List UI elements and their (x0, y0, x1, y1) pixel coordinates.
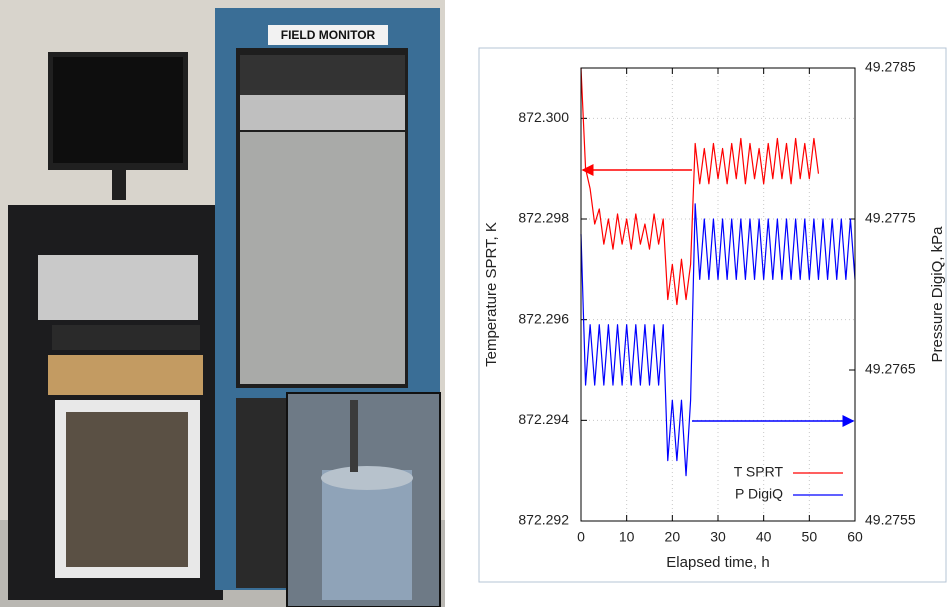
x-tick-label: 10 (619, 529, 635, 545)
y-tick-label: 872.298 (518, 210, 569, 226)
photo-power-supply (240, 55, 405, 95)
legend-label: P DigiQ (735, 486, 783, 502)
photo-fridge-window (66, 412, 188, 567)
photo-inset-vessel (322, 470, 412, 600)
data-line (580, 67, 820, 306)
y-axis-title: Temperature SPRT, K (483, 222, 500, 367)
photo-label: FIELD MONITOR (281, 28, 376, 42)
photo: FIELD MONITOR (0, 0, 445, 608)
x-tick-label: 40 (756, 529, 772, 545)
y2-tick-label: 49.2775 (865, 210, 916, 226)
y2-tick-label: 49.2765 (865, 361, 916, 377)
photo-label-plate (268, 25, 388, 45)
y-tick-label: 872.296 (518, 310, 569, 326)
y-tick-label: 872.300 (518, 109, 569, 125)
photo-monitor-stand (112, 170, 126, 200)
legend-label: T SPRT (734, 464, 784, 480)
x-tick-label: 50 (802, 529, 818, 545)
x-tick-label: 0 (577, 529, 585, 545)
chart-panel (478, 47, 947, 583)
x-tick-label: 60 (847, 529, 863, 545)
x-axis-title: Elapsed time, h (666, 554, 769, 571)
photo-keyboard (52, 325, 200, 350)
chart: 0 10 20 30 40 50 60 872.292 872.294 872.296 872.29… (483, 59, 946, 571)
plot-frame (580, 67, 856, 522)
y2-tick-label: 49.2785 (865, 59, 916, 75)
x-tick-label: 30 (710, 529, 726, 545)
y2-axis-title: Pressure DigiQ, kPa (929, 226, 946, 363)
photo-instrument (240, 95, 405, 130)
data-line (580, 203, 856, 477)
photo-inset-stem (350, 400, 358, 472)
y2-tick-label: 49.2755 (865, 512, 916, 528)
photo-panel (240, 132, 405, 384)
y-tick-label: 872.292 (518, 512, 569, 528)
photo-computer (38, 255, 198, 320)
x-tick-label: 20 (665, 529, 681, 545)
photo-screen (53, 57, 183, 163)
y-tick-label: 872.294 (518, 411, 569, 427)
photo-shelf (48, 355, 203, 395)
photo-inset-lid (321, 466, 413, 490)
